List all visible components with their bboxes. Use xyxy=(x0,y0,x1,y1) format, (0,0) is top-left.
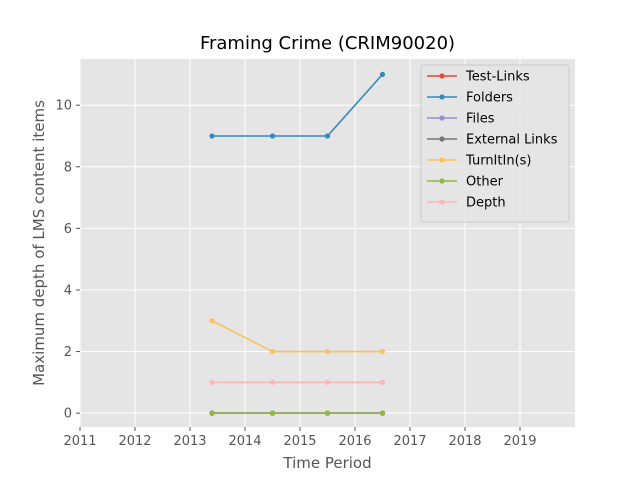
legend-item: Test-Links xyxy=(427,70,530,85)
y-axis-label: Maximum depth of LMS content items xyxy=(30,100,48,386)
legend-marker xyxy=(439,157,445,163)
data-point xyxy=(269,348,276,355)
data-point xyxy=(269,133,276,139)
data-point xyxy=(209,318,215,324)
data-point xyxy=(379,71,386,77)
x-tick-label: 2014 xyxy=(228,434,261,449)
y-tick-label: 0 xyxy=(64,407,72,422)
legend-label: Test-Links xyxy=(465,70,530,85)
data-point xyxy=(209,133,215,139)
legend: Test-Links Folders Files External Links Turn… xyxy=(420,64,570,223)
legend-marker xyxy=(439,115,445,121)
y-axis: 0 2 4 6 8 10 xyxy=(55,99,80,422)
legend-label: Files xyxy=(466,112,495,127)
legend-box xyxy=(420,64,570,223)
legend-label: Depth xyxy=(466,196,506,211)
legend-marker xyxy=(439,199,445,205)
legend-item: External Links xyxy=(427,133,558,148)
data-point xyxy=(324,133,331,139)
series-line xyxy=(211,320,383,353)
data-point xyxy=(209,410,215,416)
data-point xyxy=(324,379,331,385)
x-tick-label: 2017 xyxy=(393,434,426,449)
legend-marker xyxy=(439,94,445,100)
x-tick-label: 2018 xyxy=(448,434,481,449)
y-tick-label: 8 xyxy=(64,160,72,175)
legend-marker xyxy=(439,136,445,142)
legend-label: TurnItIn(s) xyxy=(465,154,531,169)
data-point xyxy=(379,348,386,355)
legend-label: Other xyxy=(466,175,504,190)
data-point xyxy=(324,410,331,416)
legend-item: Other xyxy=(427,175,504,190)
series-line xyxy=(212,73,384,137)
x-tick-label: 2019 xyxy=(503,434,536,449)
data-point xyxy=(269,379,276,385)
x-axis-label: Time Period xyxy=(282,454,371,472)
x-tick-label: 2015 xyxy=(283,434,316,449)
series-layer xyxy=(209,71,386,416)
x-tick-label: 2013 xyxy=(173,434,206,449)
legend-item: Files xyxy=(427,112,495,127)
legend-item: Depth xyxy=(427,196,506,211)
series-depth xyxy=(209,379,386,385)
x-tick-label: 2011 xyxy=(63,434,96,449)
data-point xyxy=(269,410,276,416)
data-point xyxy=(379,379,386,385)
legend-label: Folders xyxy=(466,91,513,106)
legend-marker xyxy=(439,73,445,79)
series-turnitin-s- xyxy=(209,318,386,355)
x-tick-label: 2016 xyxy=(338,434,371,449)
series-folders xyxy=(209,71,386,139)
y-tick-label: 10 xyxy=(55,99,72,114)
data-point xyxy=(379,410,386,416)
x-tick-label: 2012 xyxy=(118,434,151,449)
legend-item: Folders xyxy=(427,91,513,106)
legend-marker xyxy=(439,178,445,184)
x-axis: 2011 2012 2013 2014 2015 2016 2017 2018 2019 xyxy=(63,427,537,449)
data-point xyxy=(209,379,215,385)
legend-label: External Links xyxy=(466,133,558,148)
chart-title: Framing Crime (CRIM90020) xyxy=(200,33,455,54)
y-tick-label: 2 xyxy=(64,345,72,360)
series-other xyxy=(209,410,386,416)
legend-item: TurnItIn(s) xyxy=(427,154,531,169)
y-tick-label: 6 xyxy=(64,222,72,237)
data-point xyxy=(324,348,331,355)
y-tick-label: 4 xyxy=(64,283,72,298)
